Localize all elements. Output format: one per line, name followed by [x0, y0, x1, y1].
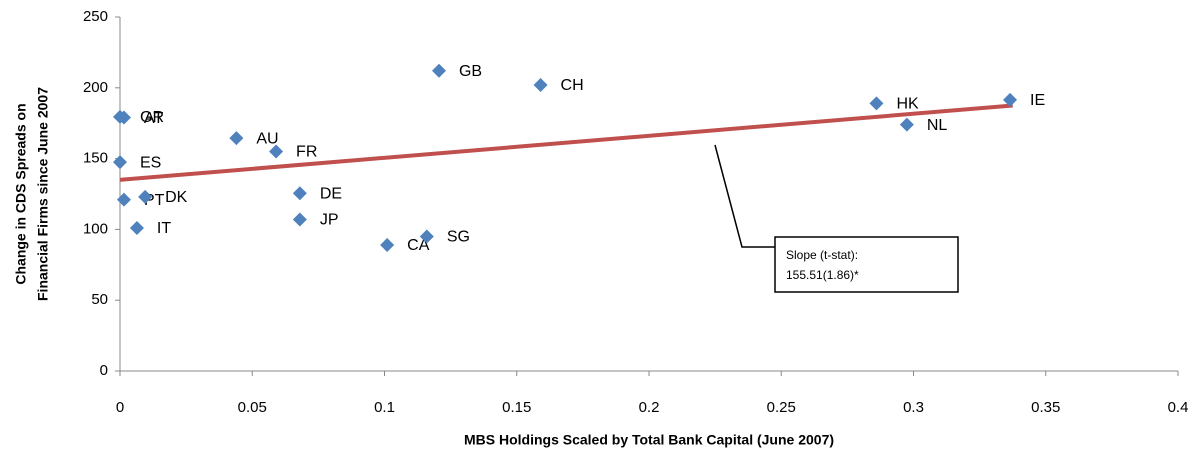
- y-axis-title: Financial Firms since June 2007: [35, 87, 51, 301]
- y-axis-title: Change in CDS Spreads on: [13, 103, 29, 284]
- point-label: SG: [447, 229, 470, 246]
- annotation-box: [774, 236, 959, 293]
- point-label: DK: [165, 189, 188, 206]
- x-tick-label: 0: [116, 399, 124, 416]
- point-label: DE: [320, 186, 342, 203]
- point-label: ES: [140, 154, 161, 171]
- point-label: AT: [144, 110, 163, 127]
- point: [1003, 92, 1018, 107]
- point: [129, 220, 144, 235]
- point: [419, 229, 434, 244]
- point-label: GR: [140, 109, 164, 126]
- trendline: [119, 103, 1013, 182]
- point: [380, 237, 395, 252]
- point: [869, 96, 884, 111]
- point: [229, 131, 244, 146]
- point: [533, 77, 548, 92]
- y-tick-label: 100: [83, 220, 108, 237]
- x-tick-label: 0.2: [639, 399, 660, 416]
- x-tick-label: 0.25: [767, 399, 796, 416]
- x-axis-title: MBS Holdings Scaled by Total Bank Capita…: [464, 432, 834, 448]
- point-label: FR: [296, 144, 317, 161]
- point-label: CA: [407, 237, 430, 254]
- point: [431, 63, 446, 78]
- point-label: JP: [320, 212, 339, 229]
- x-tick-label: 0.4: [1168, 399, 1189, 416]
- x-tick-label: 0.35: [1031, 399, 1060, 416]
- point: [116, 192, 131, 207]
- y-tick-label: 150: [83, 150, 108, 167]
- point-label: IT: [157, 220, 171, 237]
- point-label: GB: [459, 63, 482, 80]
- point-label: CH: [561, 77, 584, 94]
- point-label: HK: [896, 96, 919, 113]
- y-tick-label: 50: [91, 291, 108, 308]
- x-tick-label: 0.05: [238, 399, 267, 416]
- annotation: Slope (t-stat): 155.51(1.86)*: [714, 144, 959, 293]
- point: [899, 117, 914, 132]
- point: [292, 212, 307, 227]
- x-tick-label: 0.1: [374, 399, 395, 416]
- y-tick-label: 250: [83, 8, 108, 25]
- annotation-text: 155.51(1.86)*: [786, 268, 859, 282]
- point: [113, 155, 127, 170]
- point: [138, 189, 153, 204]
- point: [116, 110, 131, 125]
- annotation-leader: [714, 144, 775, 248]
- point-label: AU: [256, 130, 278, 147]
- annotation-text: Slope (t-stat):: [786, 248, 858, 262]
- point-label: NL: [927, 117, 948, 134]
- point: [292, 186, 307, 201]
- x-tick-label: 0.15: [502, 399, 531, 416]
- x-tick-label: 0.3: [903, 399, 924, 416]
- point-label: IE: [1030, 92, 1045, 109]
- point: [269, 144, 284, 159]
- y-tick-label: 0: [100, 362, 108, 379]
- y-tick-label: 200: [83, 79, 108, 96]
